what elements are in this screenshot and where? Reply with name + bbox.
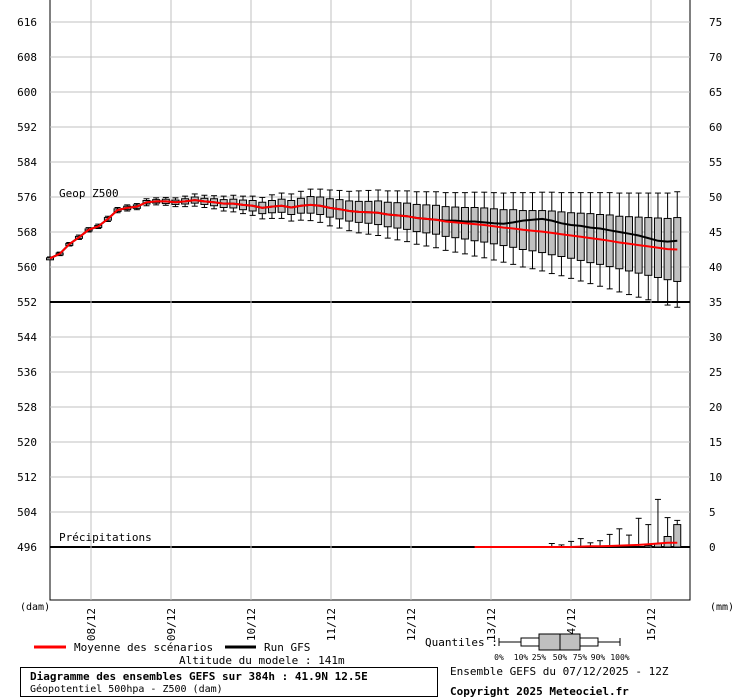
quantile-tick-label: 90% <box>591 653 606 662</box>
y-left-tick-label: 592 <box>17 121 37 134</box>
chart-subtitle: Géopotentiel 500hpa - Z500 (dam) <box>30 684 223 695</box>
y-right-tick-label: 30 <box>709 331 722 344</box>
precip-boxes <box>474 498 682 548</box>
y-right-tick-label: 10 <box>709 471 722 484</box>
y-right-tick-label: 15 <box>709 436 722 449</box>
y-right-tick-label: 40 <box>709 261 722 274</box>
y-right-tick-label: 20 <box>709 401 722 414</box>
precip-label: Précipitations <box>59 531 152 544</box>
y-right-unit: (mm) <box>710 602 734 613</box>
y-left-tick-label: 536 <box>17 366 37 379</box>
altitude-text: Altitude du modele : 141m <box>179 654 345 667</box>
ensemble-info: Ensemble GEFS du 07/12/2025 - 12Z <box>450 665 669 678</box>
x-tick-label: 09/12 <box>165 608 178 641</box>
quantile-tick-label: 100% <box>610 653 629 662</box>
y-left-tick-label: 496 <box>17 541 37 554</box>
quantile-tick-label: 10% <box>514 653 529 662</box>
y-right-tick-label: 70 <box>709 51 722 64</box>
x-tick-label: 14/12 <box>565 608 578 641</box>
copyright: Copyright 2025 Meteociel.fr <box>450 685 629 698</box>
y-right-tick-label: 60 <box>709 121 722 134</box>
x-tick-label: 10/12 <box>245 608 258 641</box>
y-right-tick-label: 75 <box>709 16 722 29</box>
quantiles-label: Quantiles : <box>425 636 498 649</box>
mean-line <box>49 199 678 260</box>
x-tick-label: 11/12 <box>325 608 338 641</box>
geop-label: Geop Z500 <box>59 187 119 200</box>
y-right-tick-label: 25 <box>709 366 722 379</box>
run-legend-label: Run GFS <box>264 641 310 654</box>
mean-legend-label: Moyenne des scénarios <box>74 641 213 654</box>
y-right-tick-label: 45 <box>709 226 722 239</box>
y-left-tick-label: 584 <box>17 156 37 169</box>
grid <box>49 0 691 601</box>
y-left-tick-label: 552 <box>17 296 37 309</box>
y-left-tick-label: 600 <box>17 86 37 99</box>
y-left-unit: (dam) <box>20 602 50 613</box>
x-tick-label: 08/12 <box>85 608 98 641</box>
y-left-tick-label: 544 <box>17 331 37 344</box>
quantile-tick-label: 25% <box>532 653 547 662</box>
quantile-tick-label: 0% <box>494 653 504 662</box>
y-right-tick-label: 65 <box>709 86 722 99</box>
plot-frame <box>49 0 691 601</box>
quantile-ticks: 0% 10% 25% 50% 75% 90% 100% <box>494 653 630 662</box>
title-box: Diagramme des ensembles GEFS sur 384h : … <box>20 667 438 697</box>
y-left-tick-label: 568 <box>17 226 37 239</box>
y-left-tick-label: 512 <box>17 471 37 484</box>
y-left-tick-label: 608 <box>17 51 37 64</box>
y-left-tick-label: 520 <box>17 436 37 449</box>
y-right-tick-label: 55 <box>709 156 722 169</box>
x-axis: 08/12 09/12 10/12 11/12 12/12 13/12 14/12 15/12 <box>85 608 658 641</box>
x-tick-label: 12/12 <box>405 608 418 641</box>
quantile-tick-label: 75% <box>573 653 588 662</box>
precip-mean-line <box>474 541 678 548</box>
geop-boxes <box>46 188 682 308</box>
chart-title: Diagramme des ensembles GEFS sur 384h : … <box>30 670 368 683</box>
y-right-tick-label: 35 <box>709 296 722 309</box>
y-left-tick-label: 576 <box>17 191 37 204</box>
quantile-tick-label: 50% <box>553 653 568 662</box>
quantile-legend-glyph <box>498 633 621 651</box>
y-right-tick-label: 50 <box>709 191 722 204</box>
x-tick-label: 13/12 <box>485 608 498 641</box>
precip-box <box>663 536 672 548</box>
y-left-tick-label: 616 <box>17 16 37 29</box>
y-left-tick-label: 560 <box>17 261 37 274</box>
y-right-tick-label: 0 <box>709 541 716 554</box>
y-left-tick-label: 504 <box>17 506 37 519</box>
y-right-tick-label: 5 <box>709 506 716 519</box>
precip-box <box>644 545 653 548</box>
y-axis-left: 616 608 600 592 584 576 568 560 552 544 536 528 520 5… <box>17 16 37 554</box>
precip-box <box>673 524 682 548</box>
x-tick-label: 15/12 <box>645 608 658 641</box>
series-lines <box>49 199 678 260</box>
y-left-tick-label: 528 <box>17 401 37 414</box>
